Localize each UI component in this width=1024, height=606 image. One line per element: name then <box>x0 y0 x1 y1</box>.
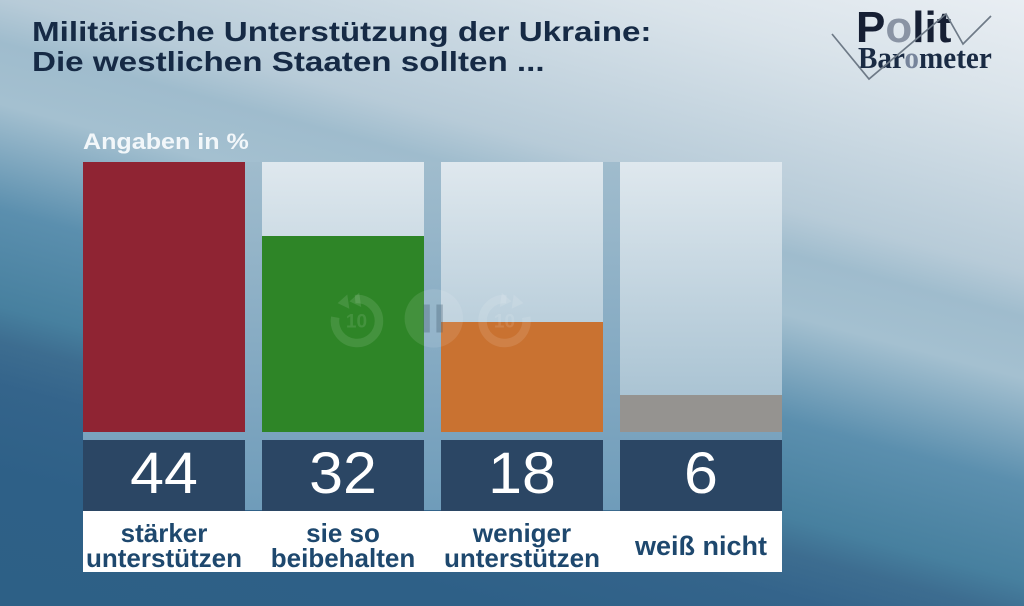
svg-text:10: 10 <box>494 312 515 333</box>
svg-text:10: 10 <box>346 312 367 333</box>
